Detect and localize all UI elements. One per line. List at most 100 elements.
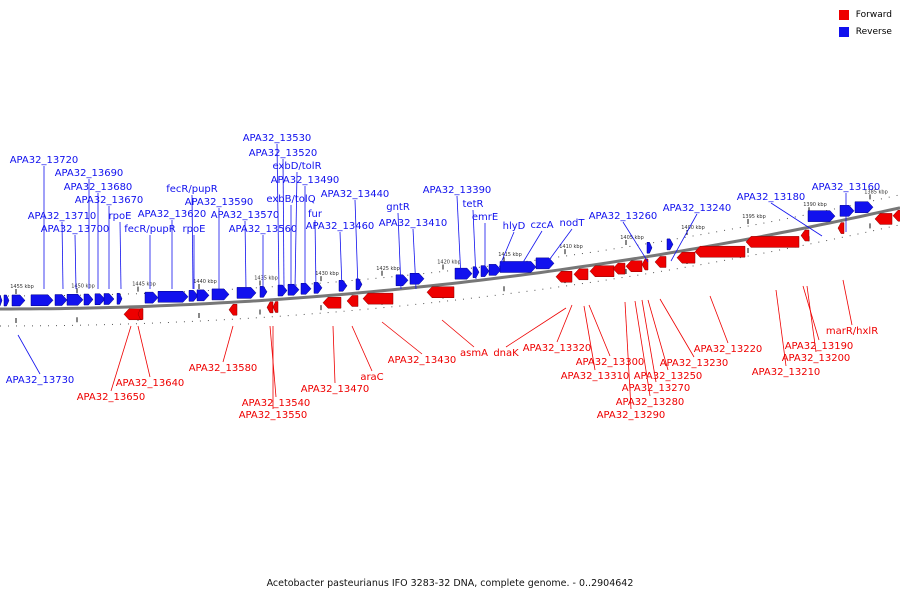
label-leader-lines [17,143,853,410]
gene-label: APA32_13320 [523,343,592,354]
forward-gene-arrow [892,209,900,222]
leader-line [61,221,64,290]
gene-label: APA32_13690 [55,168,124,179]
gene-label: czcA [530,220,553,231]
forward-gene-arrow [800,229,810,242]
gene-label: APA32_13540 [242,398,311,409]
reverse-gene-arrow [535,257,555,270]
gene-label: APA32_13730 [6,375,75,386]
leader-line [622,221,649,263]
gene-label: APA32_13280 [616,397,685,408]
kbp-tick-label: 1390 kbp [803,202,827,208]
kbp-tick-label: 1435 kbp [254,276,278,282]
leader-line [282,158,285,290]
leader-line [583,305,596,371]
gene-label: APA32_13620 [138,209,207,220]
forward-gene-arrow [362,292,394,305]
forward-gene-arrow [346,295,359,307]
gene-label: rpoE [109,211,132,222]
reverse-gene-arrow [236,287,257,299]
gene-label: APA32_13650 [77,392,146,403]
gene-label: APA32_13700 [41,224,110,235]
gene-label: APA32_13190 [785,341,854,352]
reverse-gene-arrow [116,292,123,305]
leader-line [634,300,651,397]
leader-line [314,219,317,290]
kbp-tick-label: 1455 kbp [10,284,34,290]
reverse-strand-track [0,201,874,307]
leader-line [119,221,122,290]
forward-gene-arrow [654,256,667,268]
kbp-tick-label: 1400 kbp [681,225,705,231]
gene-label: asmA [460,348,488,359]
forward-gene-arrow [589,265,615,277]
gene-label: APA32_13240 [663,203,732,214]
gene-label: APA32_13410 [379,218,448,229]
reverse-gene-arrow [338,280,348,292]
leader-line [556,304,573,343]
reverse-gene-arrow [454,267,473,280]
gene-label: exbB/tolQ [266,194,315,205]
gene-label: APA32_13260 [589,211,658,222]
reverse-gene-arrow [196,289,210,302]
leader-line [806,285,817,353]
leader-line [588,304,611,357]
leader-line [770,202,823,237]
leader-line [641,299,657,383]
reverse-gene-arrow [30,294,54,307]
gene-label: APA32_13470 [301,384,370,395]
reverse-gene-arrow [313,282,323,294]
leader-line [354,199,359,290]
leader-line [339,231,343,290]
gene-label: gntR [386,202,410,213]
reverse-gene-arrow [277,284,288,297]
gene-label: nodT [560,218,586,229]
forward-gene-arrow [228,303,238,316]
forward-gene-arrow [745,236,800,248]
leader-line [775,289,787,367]
gene-label: APA32_13160 [812,182,881,193]
leader-line [670,213,698,262]
gene-label: APA32_13440 [321,189,390,200]
reverse-gene-arrow [355,278,363,291]
leader-line [647,299,669,371]
leader-line [397,212,402,290]
legend-reverse-label: Reverse [855,27,892,37]
gene-label: APA32_13680 [64,182,133,193]
leader-line [441,319,475,348]
leader-line [276,143,280,290]
reverse-gene-arrow [103,293,115,305]
forward-gene-arrow [266,301,274,314]
forward-gene-arrow [555,270,573,283]
gene-label: APA32_13550 [239,410,308,421]
gene-label: fur [308,209,323,220]
gene-label: dnaK [493,348,519,359]
leader-line [505,307,567,348]
leader-line [381,321,423,355]
gene-label: APA32_13220 [694,344,763,355]
leader-line [497,231,515,271]
kbp-tick-label: 1425 kbp [376,266,400,272]
gene-label: araC [360,372,383,383]
gene-label: APA32_13590 [185,197,254,208]
gene-label: APA32_13250 [634,371,703,382]
gene-label: APA32_13310 [561,371,630,382]
reverse-gene-arrow [499,261,537,273]
gene-label: fecR/pupR [124,224,176,235]
kbp-tick-label: 1420 kbp [437,259,461,265]
gene-label: APA32_13200 [782,353,851,364]
forward-gene-arrow [694,245,746,258]
gene-label: APA32_13520 [249,148,318,159]
reverse-gene-arrow [666,238,674,251]
leader-line [222,325,234,363]
gene-label: APA32_13290 [597,410,666,421]
gene-label: APA32_13580 [189,363,258,374]
forward-gene-arrow [123,308,143,321]
reverse-gene-arrow [54,294,68,306]
gene-label: APA32_13710 [28,211,97,222]
gene-label: APA32_13720 [10,155,79,166]
leader-line [543,228,573,268]
reverse-gene-arrow [94,293,106,305]
gene-label: rpoE [183,224,206,235]
gene-label: APA32_13270 [622,383,691,394]
